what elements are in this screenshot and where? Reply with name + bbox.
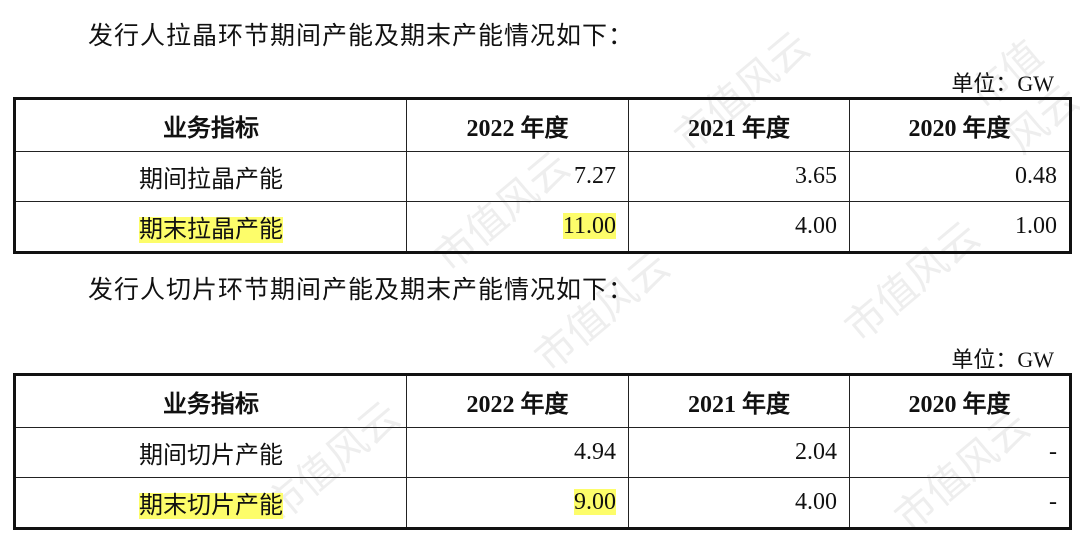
row-label: 期末拉晶产能 xyxy=(14,201,407,253)
header-2021: 2021 年度 xyxy=(628,374,850,428)
header-indicator: 业务指标 xyxy=(14,98,407,152)
table-row: 期末拉晶产能 11.00 4.00 1.00 xyxy=(14,201,1071,253)
row-label: 期末切片产能 xyxy=(14,477,407,529)
section2-unit: 单位：GW xyxy=(951,347,1054,372)
table-row: 期末切片产能 9.00 4.00 - xyxy=(14,477,1071,529)
table-row: 期间切片产能 4.94 2.04 - xyxy=(14,427,1071,478)
header-2021: 2021 年度 xyxy=(628,98,850,152)
cell-2020: 0.48 xyxy=(849,151,1071,202)
table-row: 期间拉晶产能 7.27 3.65 0.48 xyxy=(14,151,1071,202)
row-label: 期间拉晶产能 xyxy=(14,151,407,202)
section2-intro: 发行人切片环节期间产能及期末产能情况如下： xyxy=(88,277,635,304)
cell-2022: 11.00 xyxy=(406,201,629,253)
wafer-slicing-capacity-table: 业务指标 2022 年度 2021 年度 2020 年度 期间切片产能 4.94… xyxy=(13,373,1072,530)
cell-2021: 4.00 xyxy=(628,477,850,529)
header-indicator: 业务指标 xyxy=(14,374,407,428)
watermark: 市值风云 xyxy=(526,243,679,382)
header-2022: 2022 年度 xyxy=(406,374,629,428)
crystal-pulling-capacity-table: 业务指标 2022 年度 2021 年度 2020 年度 期间拉晶产能 7.27… xyxy=(13,97,1072,254)
cell-2020: - xyxy=(849,477,1071,529)
cell-2022: 7.27 xyxy=(406,151,629,202)
cell-2022: 4.94 xyxy=(406,427,629,478)
cell-2022: 9.00 xyxy=(406,477,629,529)
header-2020: 2020 年度 xyxy=(849,374,1071,428)
section1-intro: 发行人拉晶环节期间产能及期末产能情况如下： xyxy=(88,23,635,50)
header-2022: 2022 年度 xyxy=(406,98,629,152)
section1-unit: 单位：GW xyxy=(951,71,1054,96)
cell-2021: 3.65 xyxy=(628,151,850,202)
header-2020: 2020 年度 xyxy=(849,98,1071,152)
cell-2021: 2.04 xyxy=(628,427,850,478)
row-label: 期间切片产能 xyxy=(14,427,407,478)
cell-2020: - xyxy=(849,427,1071,478)
cell-2020: 1.00 xyxy=(849,201,1071,253)
table-header-row: 业务指标 2022 年度 2021 年度 2020 年度 xyxy=(14,98,1071,152)
table-header-row: 业务指标 2022 年度 2021 年度 2020 年度 xyxy=(14,374,1071,428)
cell-2021: 4.00 xyxy=(628,201,850,253)
